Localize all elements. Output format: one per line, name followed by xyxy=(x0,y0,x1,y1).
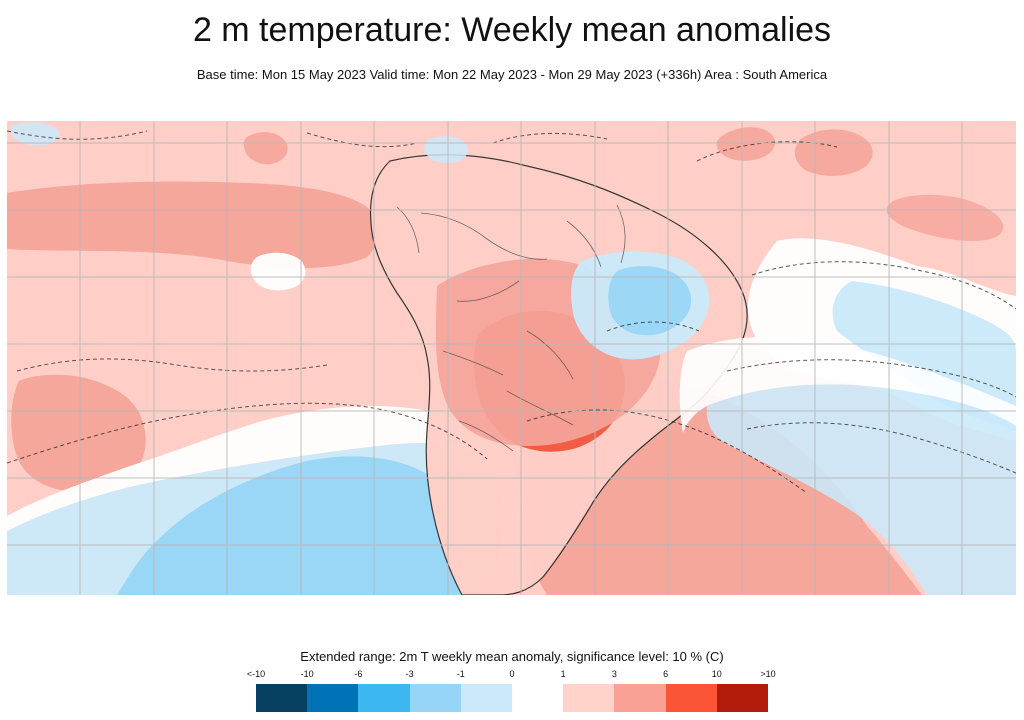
legend-swatch xyxy=(307,684,359,712)
legend-tick: >10 xyxy=(760,669,776,679)
legend-tick: <-10 xyxy=(246,669,266,679)
legend-tick: 0 xyxy=(509,669,515,679)
legend-swatch xyxy=(563,684,615,712)
legend-ticks: <-10 -10 -6 -3 -1 0 1 3 6 10 >10 xyxy=(247,668,776,682)
legend-tick: -10 xyxy=(300,669,314,679)
warm-small-east-tropical-patch xyxy=(794,129,873,176)
legend-tick: 10 xyxy=(711,669,722,679)
chart-subtitle: Base time: Mon 15 May 2023 Valid time: M… xyxy=(196,67,828,82)
legend-tick: 3 xyxy=(611,669,617,679)
legend-tick: 6 xyxy=(663,669,669,679)
legend-title: Extended range: 2m T weekly mean anomaly… xyxy=(300,649,724,664)
legend-swatch xyxy=(614,684,666,712)
legend-swatch xyxy=(460,684,513,712)
warm-small-northwest-patch xyxy=(243,132,288,165)
legend-tick: -1 xyxy=(456,669,465,679)
warm-small-mid-atlantic-patch xyxy=(886,194,1004,241)
country-borders xyxy=(396,204,626,452)
cool-upper-east-atlantic-band xyxy=(706,384,1016,595)
warm-mid-south-pacific xyxy=(11,374,146,492)
warm-small-northeast-patch xyxy=(716,127,775,161)
legend-swatch xyxy=(409,684,461,712)
legend-swatch xyxy=(716,684,769,712)
legend-tick: -3 xyxy=(405,669,414,679)
cool-north-small-patch xyxy=(11,122,60,146)
anomaly-map xyxy=(7,121,1016,595)
legend-swatch xyxy=(256,684,308,712)
legend-swatch xyxy=(512,684,564,712)
map-gridlines xyxy=(7,121,1016,595)
chart-title: 2 m temperature: Weekly mean anomalies xyxy=(192,11,832,49)
legend-swatch xyxy=(358,684,410,712)
legend-tick: -6 xyxy=(354,669,363,679)
neutral-southern-arc xyxy=(7,406,527,595)
cool-southwest-ocean-inner xyxy=(117,456,477,595)
cool-northeast-brazil-inner xyxy=(608,266,692,336)
legend-swatch xyxy=(665,684,717,712)
map-panel xyxy=(7,121,1016,595)
legend-tick: 1 xyxy=(560,669,566,679)
warm-mid-east-pacific xyxy=(7,181,379,269)
legend-colorbar xyxy=(256,684,769,712)
neutral-isolated-pacific-patch xyxy=(250,252,306,291)
neutral-east-atlantic-band xyxy=(679,336,1016,433)
